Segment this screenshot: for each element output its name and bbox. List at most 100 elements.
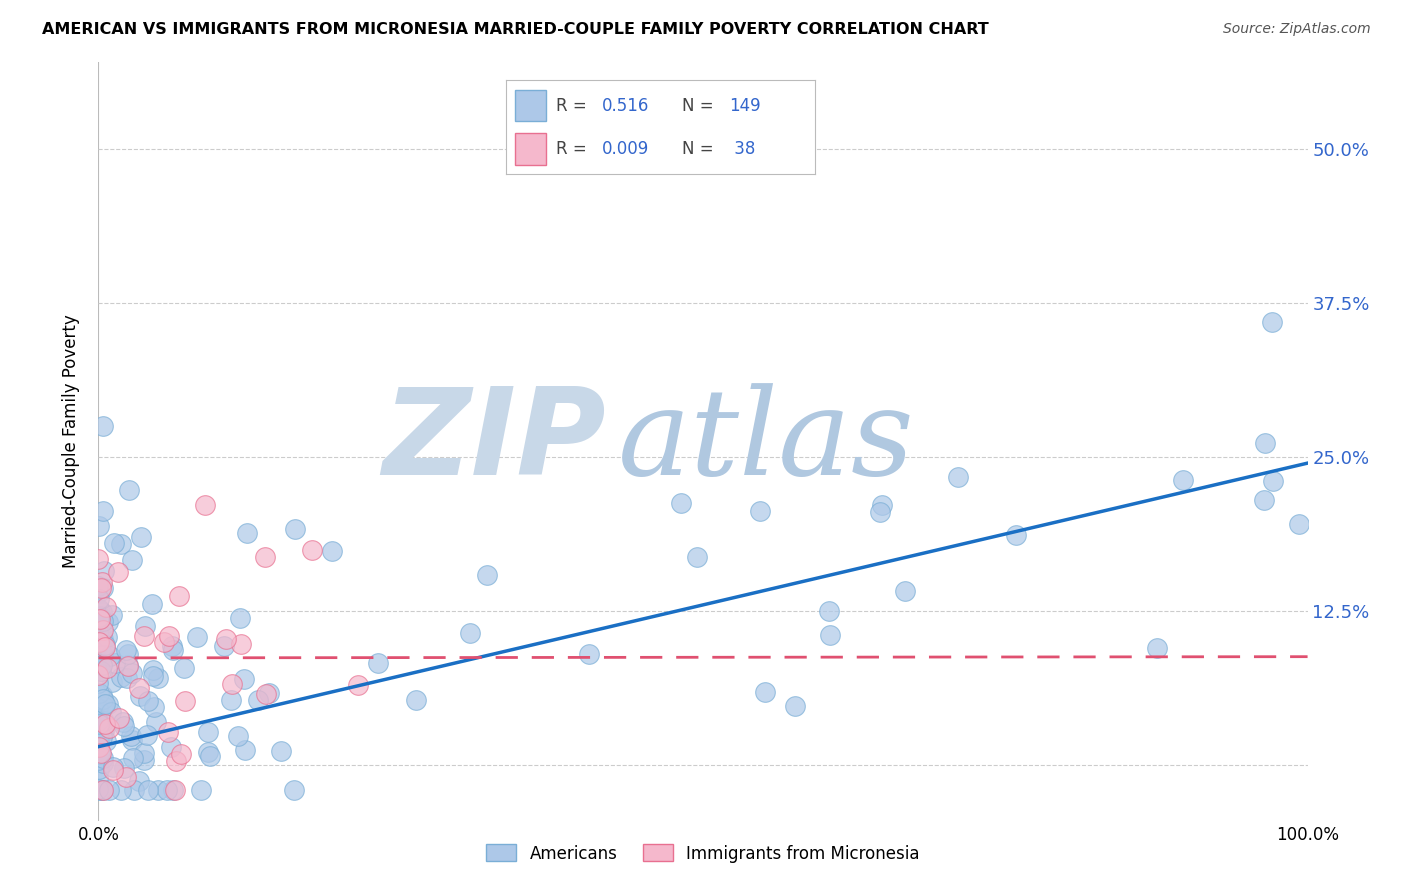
Point: [93, 714, 115, 728]
Text: N =: N =: [682, 96, 714, 114]
Point: [162, 782, 184, 797]
Point: [110, 670, 132, 684]
Point: [117, 658, 139, 673]
Point: [91, 782, 114, 797]
Point: [121, 665, 143, 680]
Point: [87, 578, 110, 592]
Point: [818, 628, 841, 642]
Point: [90, 689, 112, 703]
Point: [94, 639, 117, 653]
Point: [128, 689, 150, 703]
Point: [118, 483, 141, 497]
Point: [145, 715, 167, 730]
Point: [98, 649, 121, 664]
Point: [460, 626, 482, 640]
Point: [108, 710, 131, 724]
Text: 38: 38: [728, 140, 755, 158]
Point: [90, 731, 112, 745]
Text: N =: N =: [682, 140, 714, 158]
Point: [100, 706, 122, 720]
Point: [89, 716, 111, 731]
Point: [89, 585, 111, 599]
Text: R =: R =: [555, 140, 586, 158]
Text: 149: 149: [728, 96, 761, 114]
Point: [152, 635, 174, 649]
Point: [578, 647, 600, 661]
Point: [946, 470, 969, 484]
Point: [405, 693, 427, 707]
Point: [160, 639, 183, 653]
Point: [869, 505, 891, 519]
Point: [117, 657, 139, 672]
Point: [100, 674, 122, 689]
Point: [87, 782, 110, 797]
Text: 0.009: 0.009: [602, 140, 650, 158]
Point: [110, 782, 132, 797]
Point: [87, 676, 110, 690]
Point: [1254, 436, 1277, 450]
Point: [141, 597, 163, 611]
Point: [254, 687, 277, 701]
Point: [103, 535, 125, 549]
Point: [90, 665, 112, 679]
Point: [93, 614, 115, 628]
Point: [136, 694, 159, 708]
Point: [87, 729, 110, 743]
Point: [115, 643, 138, 657]
Point: [110, 537, 132, 551]
Point: [197, 745, 219, 759]
Point: [96, 630, 118, 644]
Point: [283, 782, 305, 797]
Point: [169, 747, 191, 761]
Point: [219, 693, 242, 707]
Point: [165, 754, 187, 768]
Point: [87, 713, 110, 727]
Point: [120, 729, 142, 743]
Point: [173, 661, 195, 675]
Point: [122, 782, 145, 797]
Point: [686, 549, 709, 564]
Point: [115, 771, 138, 785]
Point: [91, 504, 114, 518]
Point: [87, 592, 110, 607]
Point: [197, 725, 219, 739]
Point: [91, 632, 114, 646]
Point: [159, 740, 181, 755]
Point: [128, 681, 150, 695]
Point: [90, 605, 112, 619]
Text: atlas: atlas: [619, 383, 915, 500]
Point: [94, 600, 117, 615]
Point: [259, 686, 281, 700]
Point: [91, 658, 114, 673]
Legend: Americans, Immigrants from Micronesia: Americans, Immigrants from Micronesia: [479, 838, 927, 869]
FancyBboxPatch shape: [516, 133, 547, 164]
Point: [212, 639, 235, 653]
Point: [475, 568, 498, 582]
Point: [236, 526, 259, 541]
Point: [142, 669, 165, 683]
Point: [233, 742, 256, 756]
Point: [87, 739, 110, 754]
FancyBboxPatch shape: [516, 89, 547, 121]
Point: [818, 605, 841, 619]
Point: [96, 661, 118, 675]
Point: [1261, 475, 1284, 489]
Point: [87, 729, 110, 743]
Point: [90, 581, 112, 595]
Point: [198, 748, 221, 763]
Point: [229, 637, 252, 651]
Point: [347, 678, 370, 692]
Point: [112, 719, 135, 733]
Point: [754, 685, 776, 699]
Point: [301, 543, 323, 558]
Point: [87, 609, 110, 624]
Point: [270, 744, 292, 758]
Point: [89, 763, 111, 777]
Point: [121, 552, 143, 566]
Point: [91, 699, 114, 714]
Point: [97, 782, 120, 797]
Point: [134, 618, 156, 632]
Point: [146, 671, 169, 685]
Point: [190, 782, 212, 797]
Point: [136, 782, 159, 797]
